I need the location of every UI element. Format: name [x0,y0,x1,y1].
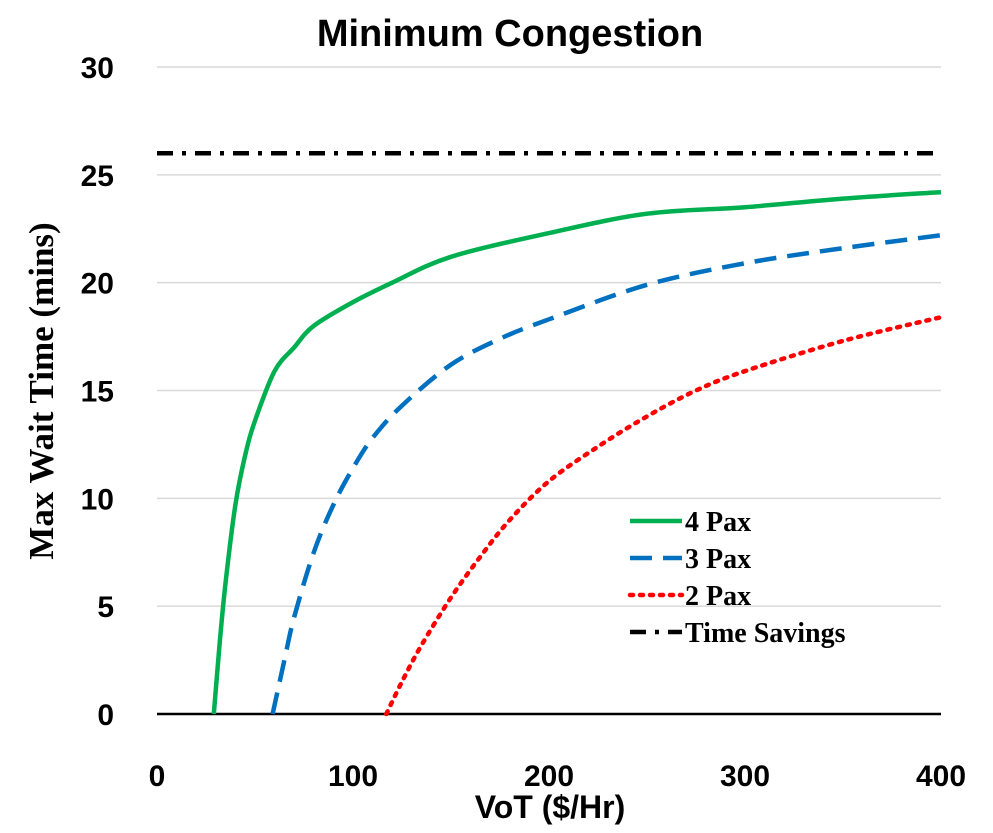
series-line-2-pax [384,314,944,717]
legend-label-2-pax: 2 Pax [685,581,751,612]
legend-label-4-pax: 4 Pax [685,507,751,538]
y-axis-label: Max Wait Time (mins) [22,222,61,559]
y-tick-label: 30 [81,52,114,85]
legend-label-3-pax: 3 Pax [685,544,751,575]
x-tick-labels: 0 100 200 300 400 [149,760,966,793]
legend: 4 Pax 3 Pax 2 Pax Time Savings [627,507,846,649]
legend-label-time-savings: Time Savings [685,618,846,649]
y-tick-label: 0 [97,699,114,732]
y-tick-label: 5 [97,591,114,624]
series-lines [157,151,944,717]
x-tick-label: 400 [916,760,966,793]
chart-title: Minimum Congestion [317,13,703,55]
x-tick-label: 200 [524,760,574,793]
x-tick-label: 300 [720,760,770,793]
y-tick-label: 25 [81,160,114,193]
x-tick-label: 0 [149,760,166,793]
series-line-3-pax [270,232,942,715]
x-tick-label: 100 [328,760,378,793]
series-line-4-pax [211,189,942,715]
x-axis-label: VoT ($/Hr) [475,789,626,825]
y-tick-labels: 0 5 10 15 20 25 30 [81,52,114,732]
y-tick-label: 15 [81,376,114,409]
y-tick-label: 20 [81,268,114,301]
y-tick-label: 10 [81,483,114,516]
gridlines [157,66,941,607]
